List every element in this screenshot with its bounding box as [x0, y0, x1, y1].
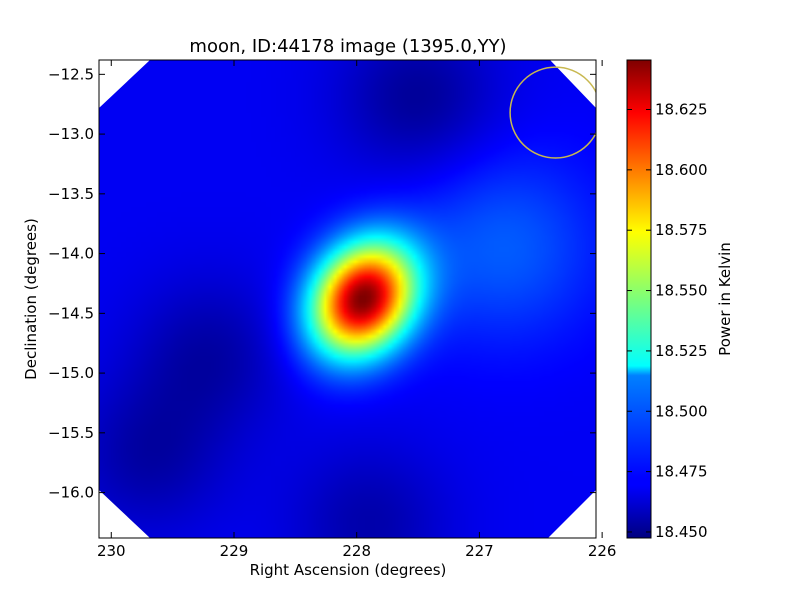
heatmap-area: [98, 59, 597, 539]
y-tick-label: −16.0: [48, 484, 94, 502]
plot-frame: [98, 59, 597, 539]
x-tick-label: 227: [465, 542, 494, 560]
corner-mask-top-right: [550, 60, 596, 108]
x-tick-label: 230: [97, 542, 126, 560]
y-tick-label: −15.5: [48, 424, 94, 442]
colorbar-gradient: [626, 59, 652, 539]
corner-mask-bottom-left: [99, 490, 150, 538]
colorbar-tick-label: 18.525: [655, 342, 708, 360]
colorbar-tick-label: 18.500: [655, 402, 708, 420]
colorbar-tick-label: 18.575: [655, 221, 708, 239]
colorbar-tick-label: 18.625: [655, 100, 708, 118]
colorbar-tick-label: 18.475: [655, 463, 708, 481]
y-tick-label: −14.0: [48, 245, 94, 263]
x-tick-label: 226: [588, 542, 617, 560]
colorbar-tick-label: 18.600: [655, 161, 708, 179]
beam-circle: [509, 66, 596, 159]
y-axis: −12.5 −13.0 −13.5 −14.0 −14.5 −15.0 −15.5 −16.0: [48, 65, 596, 502]
colorbar-tick-label: 18.450: [655, 523, 708, 541]
heatmap-image: [99, 60, 596, 538]
y-axis-label: Declination (degrees): [22, 218, 40, 380]
x-axis-label: Right Ascension (degrees): [250, 561, 447, 579]
x-tick-label: 229: [220, 542, 249, 560]
y-tick-label: −12.5: [48, 65, 94, 83]
colorbar-label: Power in Kelvin: [716, 242, 734, 356]
chart-title: moon, ID:44178 image (1395.0,YY): [189, 36, 506, 57]
colorbar: 18.450 18.475 18.500 18.525 18.550 18.575 18.6…: [626, 59, 734, 541]
y-tick-label: −13.5: [48, 185, 94, 203]
y-tick-label: −13.0: [48, 125, 94, 143]
colorbar-tick-label: 18.550: [655, 282, 708, 300]
colorbar-ticks: 18.450 18.475 18.500 18.525 18.550 18.575 18.6…: [627, 100, 708, 541]
x-tick-label: 228: [342, 542, 371, 560]
y-tick-label: −14.5: [48, 304, 94, 322]
corner-mask-bottom-right: [548, 490, 596, 538]
x-axis: 230 229 228 227 226: [97, 60, 617, 560]
y-tick-label: −15.0: [48, 364, 94, 382]
corner-mask-top-left: [99, 60, 150, 108]
